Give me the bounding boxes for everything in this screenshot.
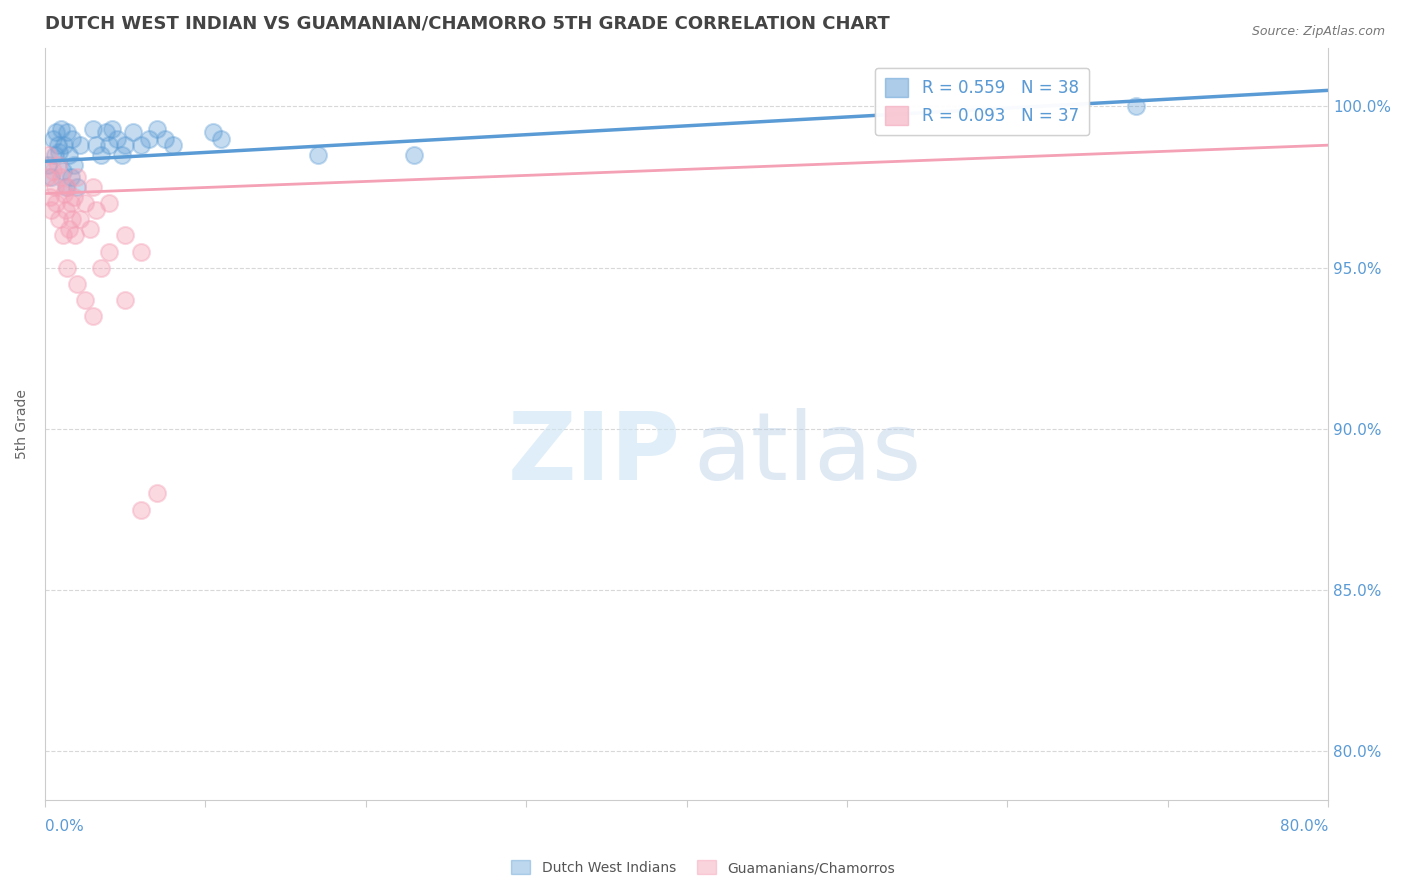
Point (90, 148, 112, 162)
Point (98, 196, 121, 211)
Point (66, 180, 89, 194)
Point (45, 125, 67, 139)
Point (129, 138, 152, 153)
Text: ZIP: ZIP (508, 409, 681, 500)
Point (48, 145, 70, 159)
Point (138, 132, 160, 146)
Point (307, 148, 329, 162)
Point (101, 122, 124, 136)
Legend: Dutch West Indians, Guamanians/Chamorros: Dutch West Indians, Guamanians/Chamorros (506, 855, 900, 880)
Point (48, 212, 70, 227)
Point (55, 180, 77, 194)
Point (38, 190, 60, 204)
Point (162, 138, 184, 153)
Point (84, 202, 107, 217)
Point (44, 180, 66, 194)
Point (82, 180, 104, 194)
Text: Source: ZipAtlas.com: Source: ZipAtlas.com (1251, 25, 1385, 38)
Point (98, 244, 121, 259)
Point (55, 202, 77, 217)
Point (90, 260, 112, 275)
Point (114, 138, 136, 153)
Point (114, 228, 136, 243)
Point (65, 228, 87, 243)
Point (59, 196, 82, 211)
Point (75, 293, 97, 307)
Text: 80.0%: 80.0% (1279, 819, 1329, 834)
Point (56, 260, 79, 275)
Point (58, 222, 80, 236)
Point (129, 244, 152, 259)
Point (69, 138, 91, 153)
Point (79, 222, 101, 236)
Point (60, 212, 83, 227)
Point (37, 157, 59, 171)
Point (45, 196, 67, 211)
Text: DUTCH WEST INDIAN VS GUAMANIAN/CHAMORRO 5TH GRADE CORRELATION CHART: DUTCH WEST INDIAN VS GUAMANIAN/CHAMORRO … (45, 15, 890, 33)
Point (105, 132, 128, 146)
Point (49, 122, 72, 136)
Point (59, 170, 82, 185)
Point (82, 122, 104, 136)
Point (82, 309, 104, 323)
Point (209, 132, 232, 146)
Point (1125, 99, 1147, 113)
Point (146, 486, 169, 500)
Point (94, 125, 117, 139)
Text: 0.0%: 0.0% (45, 819, 84, 834)
Point (63, 190, 86, 204)
Point (35, 170, 58, 185)
Point (58, 148, 80, 162)
Point (60, 132, 83, 146)
Point (52, 164, 75, 178)
Point (44, 148, 66, 162)
Point (129, 502, 152, 516)
Point (155, 132, 177, 146)
Point (63, 157, 86, 171)
Point (41, 170, 63, 185)
Point (56, 125, 79, 139)
Point (56, 180, 79, 194)
Point (46, 138, 69, 153)
Point (66, 170, 89, 185)
Point (53, 138, 76, 153)
Point (42, 164, 65, 178)
Point (146, 122, 169, 136)
Point (84, 138, 107, 153)
Point (98, 138, 121, 153)
Point (122, 125, 145, 139)
Text: atlas: atlas (693, 409, 921, 500)
Point (111, 148, 134, 162)
Point (52, 228, 75, 243)
Point (37, 148, 59, 162)
Point (49, 170, 72, 185)
Point (402, 148, 425, 162)
Point (75, 196, 97, 211)
Point (202, 125, 225, 139)
Y-axis label: 5th Grade: 5th Grade (15, 389, 30, 459)
Point (42, 132, 65, 146)
Point (69, 212, 91, 227)
Point (114, 293, 136, 307)
Legend: R = 0.559   N = 38, R = 0.093   N = 37: R = 0.559 N = 38, R = 0.093 N = 37 (875, 68, 1088, 135)
Point (41, 202, 63, 217)
Point (66, 277, 89, 291)
Point (46, 157, 69, 171)
Point (53, 186, 76, 201)
